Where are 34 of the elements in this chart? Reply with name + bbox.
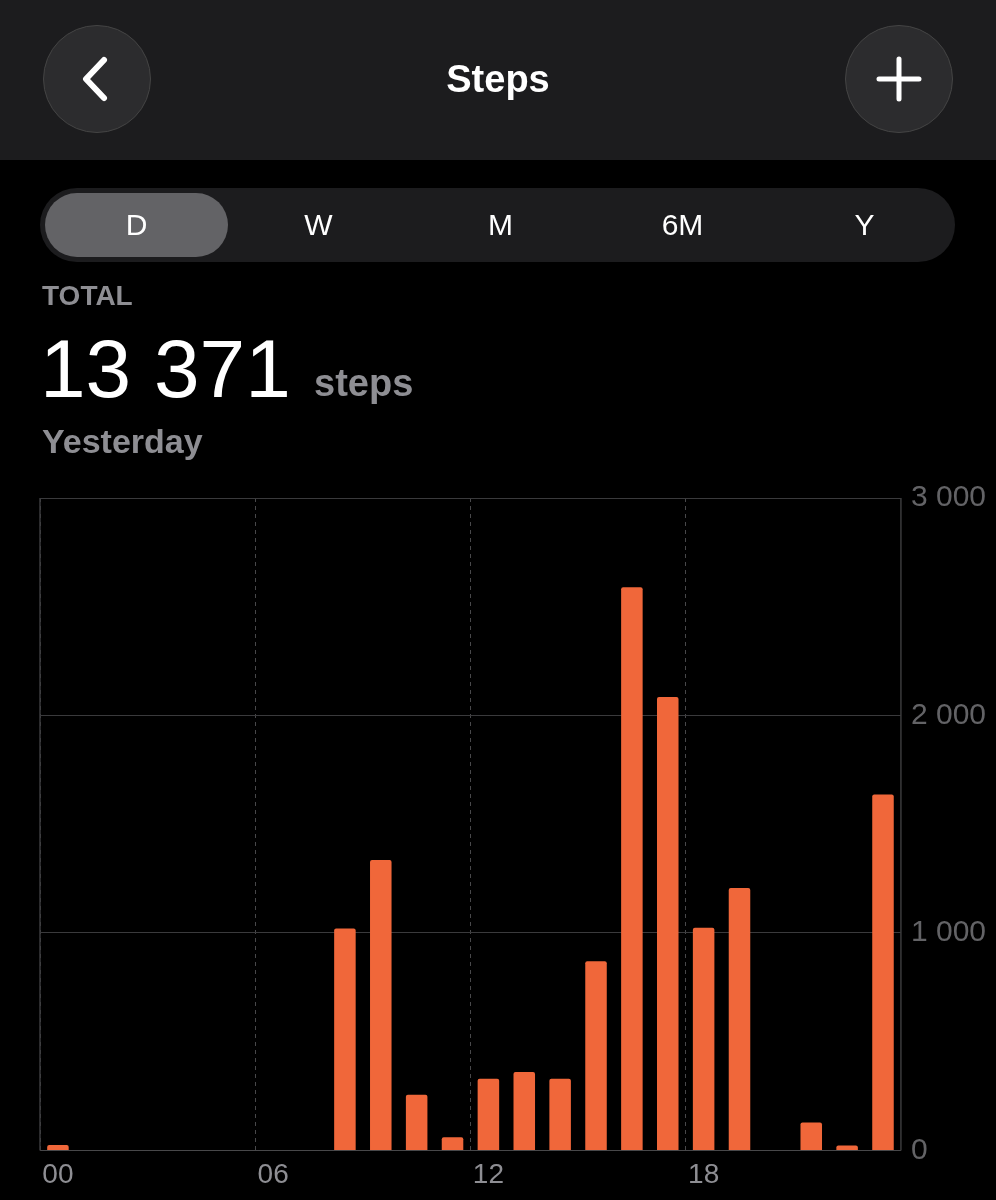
- text: 13 371: [40, 322, 291, 416]
- y-tick-label: 2 000: [910, 696, 986, 730]
- bar: [441, 1137, 464, 1150]
- bar: [800, 1122, 823, 1150]
- x-tick-label: 18: [688, 1157, 720, 1189]
- text: Y: [853, 207, 876, 243]
- bar: [334, 928, 356, 1150]
- text: 6M: [660, 207, 705, 243]
- bar: [836, 1145, 858, 1150]
- x-tick-label: 00: [42, 1157, 74, 1189]
- bar: [549, 1078, 571, 1150]
- chart-title: Steps: [445, 58, 551, 101]
- x-tick-label: 06: [257, 1157, 289, 1189]
- text: steps: [314, 362, 414, 405]
- bar: [477, 1078, 500, 1150]
- chart-subtitle: Yesterday: [42, 422, 203, 461]
- text: D: [45, 193, 228, 257]
- text: M: [487, 207, 514, 243]
- x-tick-label: 12: [472, 1157, 504, 1189]
- bar: [621, 587, 643, 1150]
- y-tick-label: 3 000: [910, 479, 986, 513]
- y-tick-label: 0: [910, 1131, 928, 1165]
- text: W: [303, 207, 334, 243]
- bar: [47, 1144, 69, 1150]
- bar: [657, 696, 679, 1150]
- bar: [513, 1072, 536, 1150]
- bar: [370, 860, 392, 1150]
- bar: [728, 887, 751, 1150]
- text: TOTAL: [42, 280, 133, 312]
- bar: [405, 1094, 428, 1150]
- bar: [692, 927, 715, 1150]
- bar: [872, 794, 894, 1150]
- bar: [585, 961, 607, 1150]
- y-tick-label: 1 000: [910, 914, 986, 948]
